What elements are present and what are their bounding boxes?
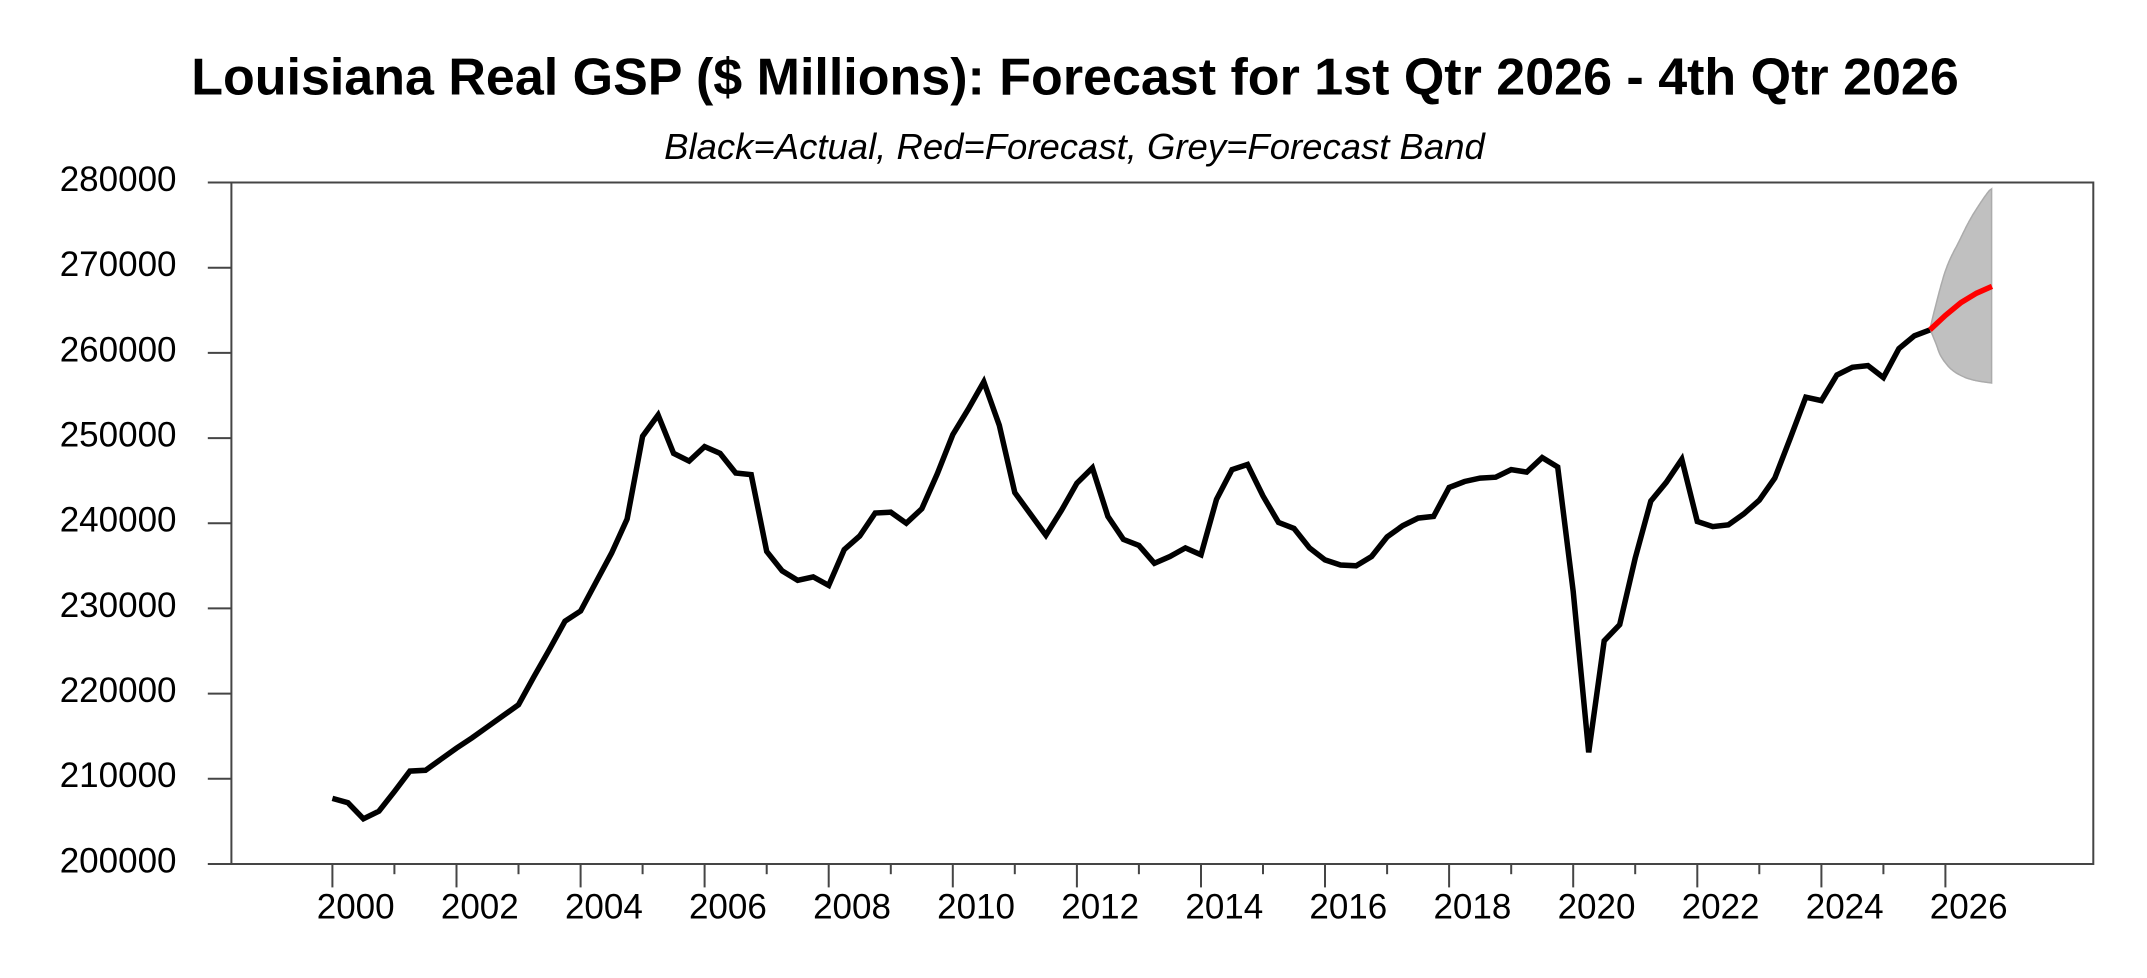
svg-text:240000: 240000 (60, 501, 177, 540)
svg-text:Louisiana Real GSP ($ Millions: Louisiana Real GSP ($ Millions): Forecas… (191, 49, 1959, 107)
svg-text:2000: 2000 (317, 888, 395, 927)
svg-text:2016: 2016 (1309, 888, 1387, 927)
svg-text:230000: 230000 (60, 586, 177, 625)
svg-text:200000: 200000 (60, 841, 177, 880)
svg-text:Black=Actual, Red=Forecast, Gr: Black=Actual, Red=Forecast, Grey=Forecas… (664, 126, 1486, 167)
svg-text:2014: 2014 (1185, 888, 1263, 927)
svg-text:250000: 250000 (60, 415, 177, 454)
svg-text:2004: 2004 (565, 888, 643, 927)
svg-text:280000: 280000 (60, 160, 177, 199)
svg-text:2006: 2006 (689, 888, 767, 927)
svg-text:210000: 210000 (60, 756, 177, 795)
svg-text:2008: 2008 (813, 888, 891, 927)
svg-text:260000: 260000 (60, 330, 177, 369)
svg-text:2026: 2026 (1930, 888, 2008, 927)
svg-text:2012: 2012 (1061, 888, 1139, 927)
svg-text:270000: 270000 (60, 245, 177, 284)
svg-text:2024: 2024 (1806, 888, 1884, 927)
svg-text:2010: 2010 (937, 888, 1015, 927)
svg-text:2020: 2020 (1558, 888, 1636, 927)
svg-text:220000: 220000 (60, 671, 177, 710)
svg-text:2018: 2018 (1433, 888, 1511, 927)
svg-text:2022: 2022 (1682, 888, 1760, 927)
svg-text:2002: 2002 (441, 888, 519, 927)
